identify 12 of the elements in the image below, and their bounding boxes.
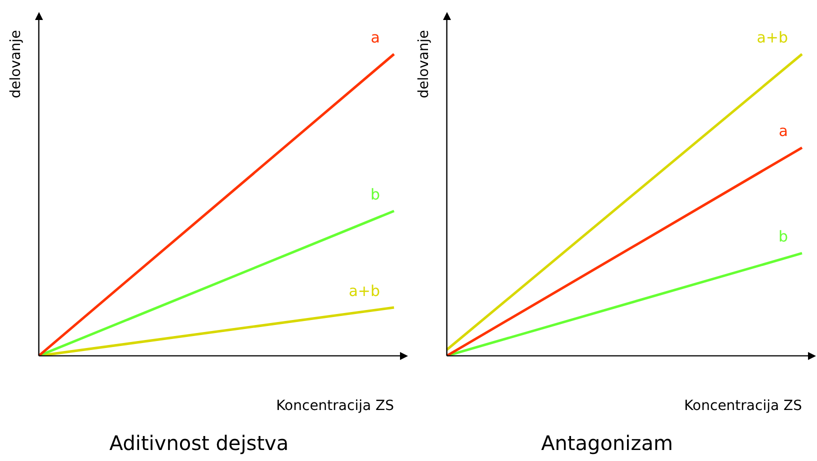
- series-label: a: [370, 28, 380, 47]
- series-label: b: [778, 228, 788, 246]
- y-axis-title: delovanje: [416, 30, 432, 98]
- series-label: a: [778, 122, 788, 140]
- series-label: a+b: [756, 28, 788, 47]
- series-label: b: [370, 185, 380, 204]
- series-label: a+b: [348, 282, 380, 300]
- text: Antagonizam: [541, 431, 673, 456]
- text: Aditivnost dejstva: [109, 431, 289, 456]
- x-axis-title: Koncentracija ZS: [276, 398, 394, 414]
- x-axis-title: Koncentracija ZS: [684, 398, 802, 414]
- y-axis-title: delovanje: [8, 30, 24, 98]
